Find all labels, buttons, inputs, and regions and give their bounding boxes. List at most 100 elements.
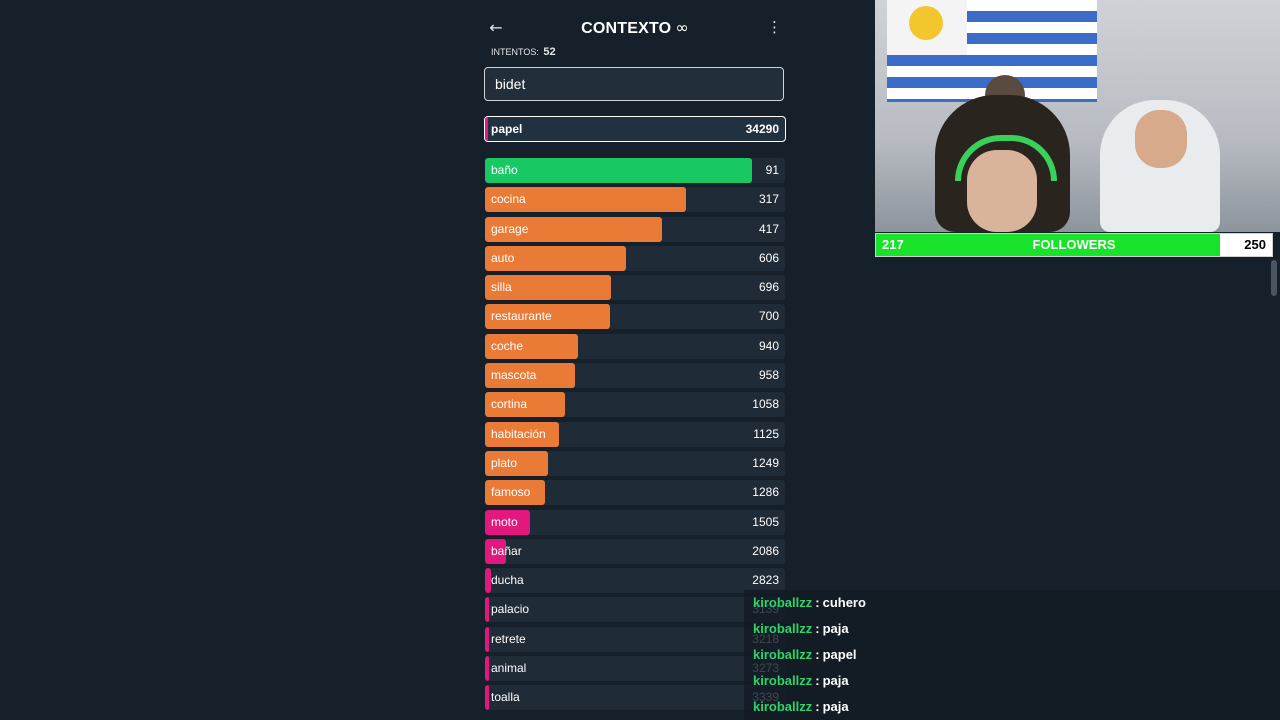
headset-icon — [955, 135, 1057, 181]
guess-word: retrete — [491, 631, 526, 646]
guess-row: famoso 1286 — [485, 480, 785, 506]
guess-word: toalla — [491, 690, 520, 705]
guess-distance: 417 — [758, 221, 779, 236]
guess-word: famoso — [491, 485, 531, 500]
attempts-value: 52 — [543, 46, 556, 58]
last-guess-row: papel 34290 — [484, 116, 786, 142]
guess-row: palacio3139 — [485, 597, 785, 623]
guess-distance: 940 — [758, 338, 779, 353]
chat-message: kiroballzz: papel — [744, 642, 1280, 668]
guess-distance: 606 — [758, 250, 779, 265]
guess-row: auto 606 — [485, 245, 785, 271]
chat-separator: : — [815, 647, 820, 662]
title-text: CONTEXTO — [581, 20, 672, 37]
followers-current: 217 — [882, 237, 904, 252]
guess-row: cocina 317 — [485, 187, 785, 213]
guess-row: baño 91 — [485, 158, 785, 183]
followers-goal-bar: 217 FOLLOWERS 250 — [875, 233, 1273, 257]
guess-row: moto 1505 — [485, 509, 785, 535]
chat-message: kiroballzz: cuhero — [744, 590, 1280, 616]
guess-word: bañar — [491, 543, 522, 558]
webcam-feed — [875, 0, 1280, 232]
guess-row: bañar 2086 — [485, 538, 785, 564]
chat-username: kiroballzz — [753, 699, 813, 714]
guess-word: baño — [491, 163, 518, 177]
guess-row: habitación 1125 — [485, 421, 785, 447]
guess-row: cortina 1058 — [485, 392, 785, 418]
guess-row: retrete3218 — [485, 626, 785, 652]
guess-distance: 317 — [758, 192, 779, 207]
guess-distance: 1286 — [752, 485, 779, 500]
last-guess-bar — [485, 117, 488, 141]
guess-fill-bar — [485, 363, 575, 389]
chat-text: paja — [822, 621, 849, 636]
guess-row: garage 417 — [485, 216, 785, 242]
guess-word: animal — [491, 661, 527, 676]
guess-fill-bar — [485, 626, 489, 652]
chat-username: kiroballzz — [753, 673, 813, 688]
attempts-label: INTENTOS: — [491, 47, 539, 57]
scrollbar[interactable] — [1271, 260, 1277, 296]
chat-message: kiroballzz: paja — [744, 668, 1280, 694]
guess-distance: 1058 — [752, 397, 779, 412]
chat-text: paja — [822, 673, 849, 688]
guess-fill-bar — [485, 158, 752, 183]
chat-overlay: kiroballzz: cuhero kiroballzz: paja kiroball… — [744, 590, 1280, 720]
guess-word: coche — [491, 338, 524, 353]
back-arrow-icon[interactable]: ← — [485, 16, 507, 38]
chat-username: kiroballzz — [753, 621, 813, 636]
guess-list: baño 91 cocina 317 garage 417 auto 606 silla 696 r… — [485, 158, 785, 715]
guess-distance: 91 — [765, 163, 779, 177]
chat-text: cuhero — [822, 595, 866, 610]
infinity-icon: ∞ — [675, 18, 689, 37]
guess-row: mascota 958 — [485, 363, 785, 389]
guess-fill-bar — [485, 656, 489, 682]
streamer-person — [935, 95, 1070, 232]
followers-label: FOLLOWERS — [1032, 237, 1116, 252]
guess-word: mascota — [491, 368, 537, 383]
guess-fill-bar — [485, 187, 686, 213]
chat-message: kiroballzz: paja — [744, 616, 1280, 642]
guess-row: restaurante 700 — [485, 304, 785, 330]
chat-separator: : — [815, 673, 820, 688]
page-title: CONTEXTO ∞ — [485, 18, 785, 38]
guess-fill-bar — [485, 275, 611, 301]
chat-text: papel — [822, 647, 857, 662]
flag-image — [887, 0, 1097, 102]
guess-fill-bar — [485, 333, 578, 359]
guess-fill-bar — [485, 509, 530, 535]
guess-row: coche 940 — [485, 333, 785, 359]
chat-username: kiroballzz — [753, 595, 813, 610]
chat-message: kiroballzz: paja — [744, 694, 1280, 720]
guess-word: ducha — [491, 573, 524, 588]
chat-text: paja — [822, 699, 849, 714]
last-guess-distance: 34290 — [745, 122, 779, 136]
guess-word: restaurante — [491, 309, 552, 324]
guess-fill-bar — [485, 216, 662, 242]
guess-fill-bar — [485, 245, 626, 271]
guess-input[interactable] — [484, 67, 784, 101]
guess-word: cocina — [491, 192, 526, 207]
chat-separator: : — [815, 595, 820, 610]
guess-word: plato — [491, 455, 518, 470]
chat-username: kiroballzz — [753, 647, 813, 662]
guess-row: toalla3339 — [485, 685, 785, 711]
guess-fill-bar — [485, 538, 506, 564]
guess-row: animal3273 — [485, 656, 785, 682]
guess-distance: 696 — [758, 280, 779, 295]
guess-word: habitación — [491, 426, 546, 441]
guess-word: moto — [491, 514, 518, 529]
more-options-icon[interactable]: ⋮ — [767, 18, 782, 36]
guess-word: garage — [491, 221, 529, 236]
guess-distance: 1505 — [752, 514, 779, 529]
last-guess-word: papel — [491, 122, 523, 136]
guess-distance: 1249 — [752, 455, 779, 470]
guess-word: cortina — [491, 397, 528, 412]
guess-word: palacio — [491, 602, 530, 617]
guess-distance: 2086 — [752, 543, 779, 558]
guess-word: auto — [491, 250, 515, 265]
guess-row: silla 696 — [485, 275, 785, 301]
guest-person — [1100, 100, 1220, 232]
chat-separator: : — [815, 699, 820, 714]
followers-goal: 250 — [1244, 237, 1266, 252]
